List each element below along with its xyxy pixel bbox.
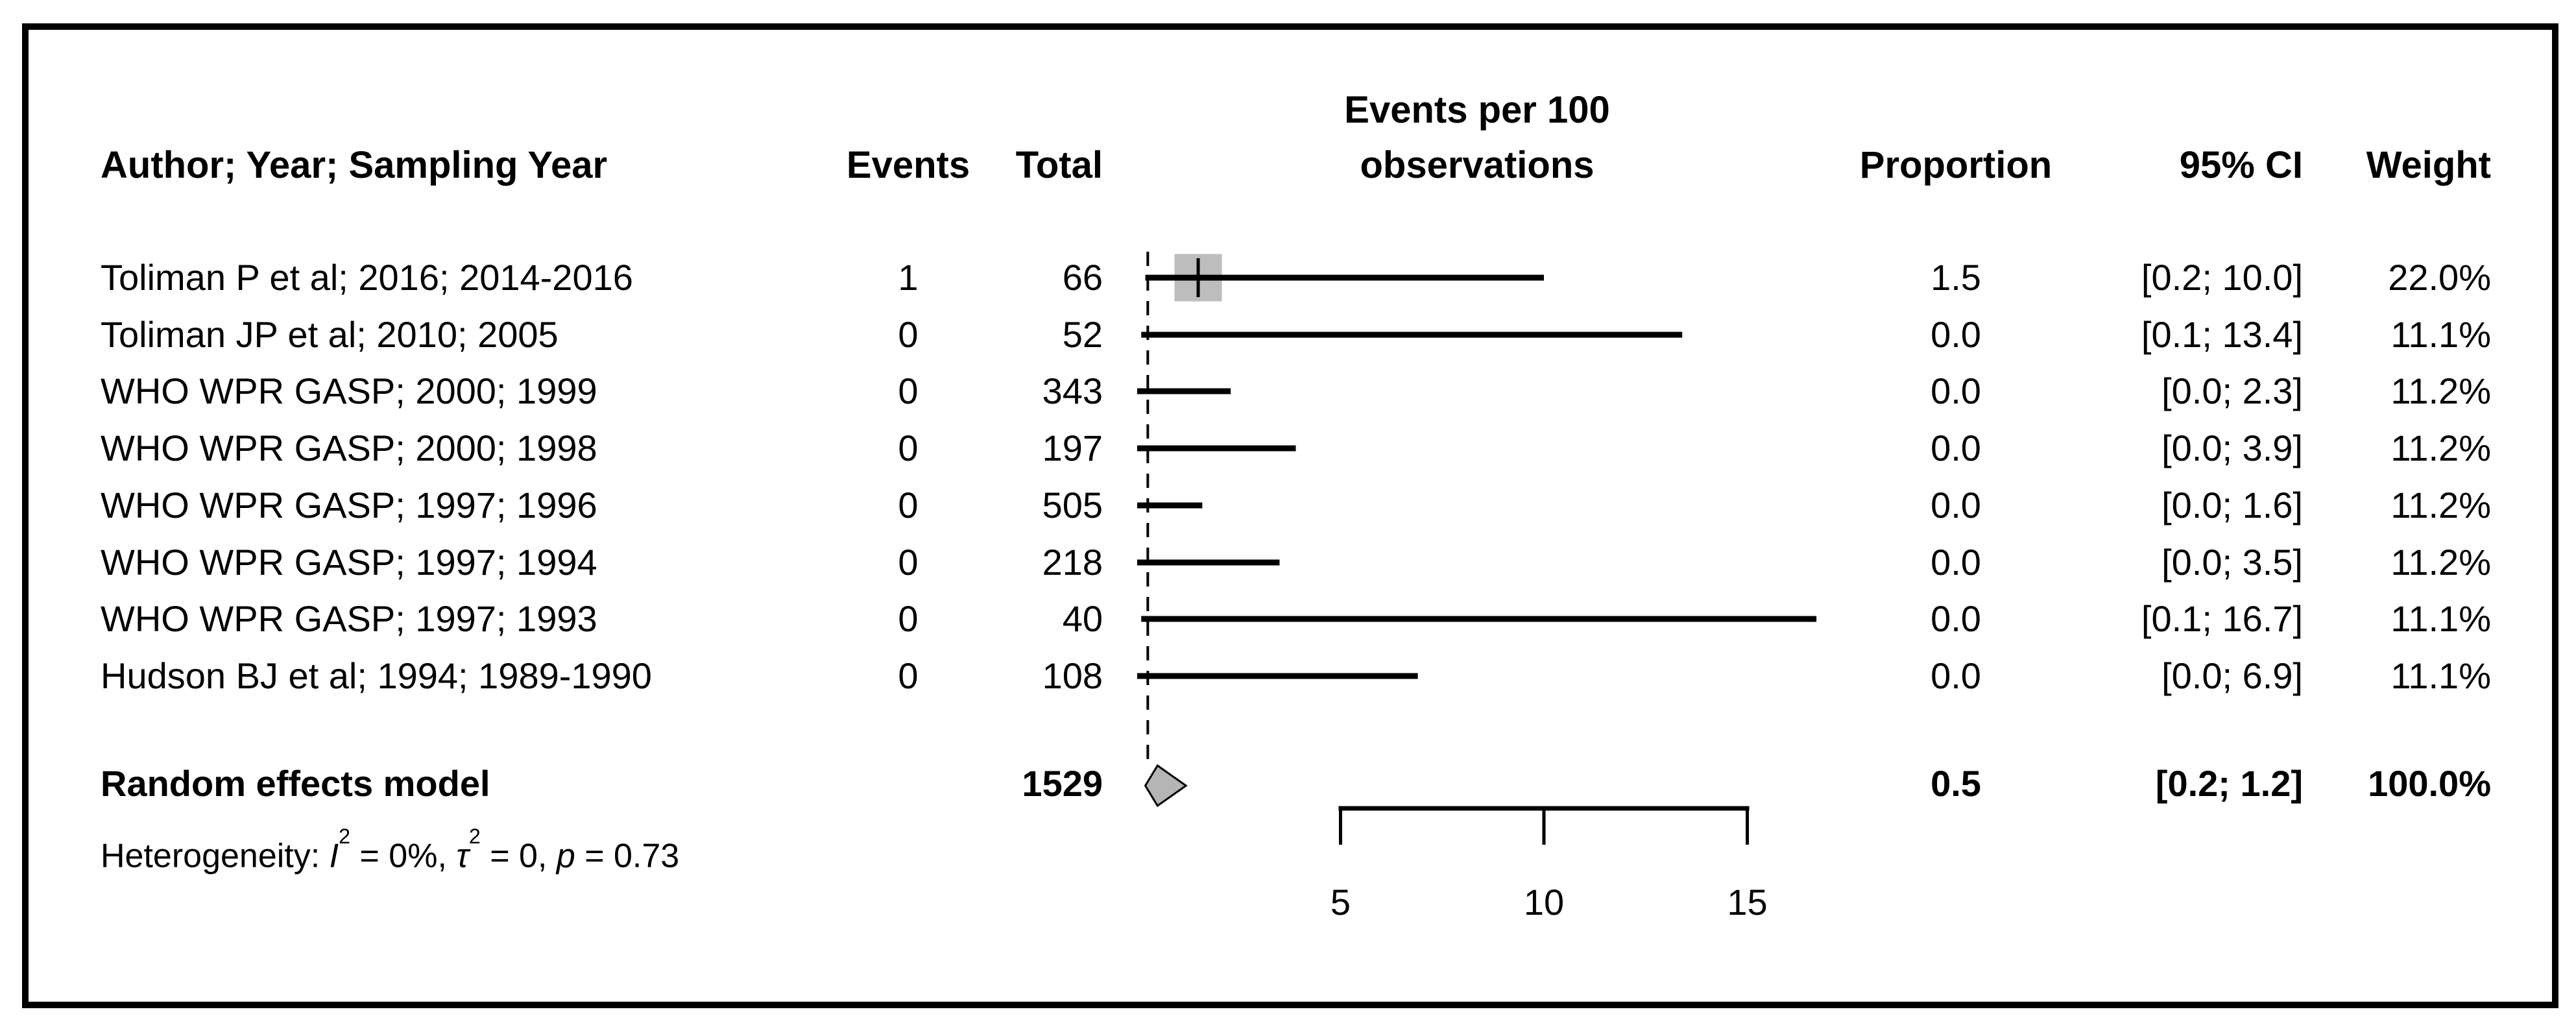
study-weight: 11.1% <box>2390 314 2491 355</box>
study-ci: [0.0; 3.5] <box>2161 542 2303 583</box>
study-weight: 11.2% <box>2390 542 2491 583</box>
study-events: 0 <box>898 542 919 583</box>
study-proportion: 0.0 <box>1931 428 1981 468</box>
study-author: Toliman P et al; 2016; 2014-2016 <box>101 257 633 298</box>
column-header-proportion: Proportion <box>1859 144 2052 186</box>
study-ci: [0.1; 16.7] <box>2141 598 2303 639</box>
study-total: 218 <box>1042 542 1103 583</box>
study-author: WHO WPR GASP; 2000; 1999 <box>101 370 597 411</box>
study-author: WHO WPR GASP; 2000; 1998 <box>101 428 597 468</box>
study-total: 343 <box>1042 370 1103 411</box>
study-author: Toliman JP et al; 2010; 2005 <box>101 314 559 355</box>
study-author: Hudson BJ et al; 1994; 1989-1990 <box>101 655 652 696</box>
study-proportion: 1.5 <box>1931 257 1981 298</box>
study-events: 0 <box>898 314 919 355</box>
i-squared-value: = 0%, <box>350 837 457 875</box>
study-weight: 11.1% <box>2390 598 2491 639</box>
study-events: 0 <box>898 598 919 639</box>
axis-tick-label: 10 <box>1523 882 1565 923</box>
i-squared-exponent: 2 <box>339 825 351 849</box>
axis-tick-label: 5 <box>1330 882 1351 923</box>
pooled-ci: [0.2; 1.2] <box>2155 763 2303 804</box>
study-author: WHO WPR GASP; 1997; 1996 <box>101 485 597 526</box>
column-header-events: Events <box>846 144 970 186</box>
study-weight: 11.2% <box>2390 370 2491 411</box>
study-author: WHO WPR GASP; 1997; 1993 <box>101 598 597 639</box>
study-weight: 11.2% <box>2390 428 2491 468</box>
column-header-author: Author; Year; Sampling Year <box>101 144 608 186</box>
i-squared-symbol: I <box>329 837 339 875</box>
study-total: 505 <box>1042 485 1103 526</box>
study-ci: [0.2; 10.0] <box>2141 257 2303 298</box>
study-proportion: 0.0 <box>1931 370 1981 411</box>
axis-title-line2: observations <box>1360 144 1595 186</box>
p-value: = 0.73 <box>575 837 680 875</box>
study-events: 1 <box>898 257 919 298</box>
study-proportion: 0.0 <box>1931 542 1981 583</box>
study-total: 52 <box>1062 314 1103 355</box>
axis-tick-label: 15 <box>1727 882 1768 923</box>
study-total: 66 <box>1062 257 1103 298</box>
study-weight: 11.1% <box>2390 655 2491 696</box>
pooled-weight: 100.0% <box>2368 763 2491 804</box>
column-header-weight: Weight <box>2366 144 2491 186</box>
study-proportion: 0.0 <box>1931 485 1981 526</box>
heterogeneity-stats: Heterogeneity: I2 = 0%, τ2 = 0, p = 0.73 <box>101 825 1074 875</box>
study-total: 197 <box>1042 428 1103 468</box>
tau-squared-value: = 0, <box>480 837 557 875</box>
tau-squared-exponent: 2 <box>468 825 481 849</box>
column-header-total: Total <box>1015 144 1103 186</box>
plot-border-frame <box>22 23 2558 1008</box>
pooled-total: 1529 <box>1022 763 1103 804</box>
study-ci: [0.0; 6.9] <box>2161 655 2303 696</box>
study-author: WHO WPR GASP; 1997; 1994 <box>101 542 597 583</box>
study-proportion: 0.0 <box>1931 314 1981 355</box>
pooled-row-label: Random effects model <box>101 763 490 804</box>
study-proportion: 0.0 <box>1931 598 1981 639</box>
study-weight: 22.0% <box>2388 257 2491 298</box>
study-ci: [0.0; 1.6] <box>2161 485 2303 526</box>
pooled-diamond <box>1144 764 1188 808</box>
heterogeneity-prefix: Heterogeneity: <box>101 837 330 875</box>
study-total: 108 <box>1042 655 1103 696</box>
study-proportion: 0.0 <box>1931 655 1981 696</box>
study-ci: [0.0; 2.3] <box>2161 370 2303 411</box>
study-events: 0 <box>898 485 919 526</box>
p-symbol: p <box>556 837 575 875</box>
column-header-ci: 95% CI <box>2179 144 2303 186</box>
study-events: 0 <box>898 370 919 411</box>
study-total: 40 <box>1062 598 1103 639</box>
axis-title-line1: Events per 100 <box>1344 89 1610 131</box>
tau-squared-symbol: τ <box>456 837 469 875</box>
study-ci: [0.1; 13.4] <box>2141 314 2303 355</box>
study-events: 0 <box>898 428 919 468</box>
study-ci: [0.0; 3.9] <box>2161 428 2303 468</box>
study-weight: 11.2% <box>2390 485 2491 526</box>
study-events: 0 <box>898 655 919 696</box>
pooled-proportion: 0.5 <box>1931 763 1981 804</box>
